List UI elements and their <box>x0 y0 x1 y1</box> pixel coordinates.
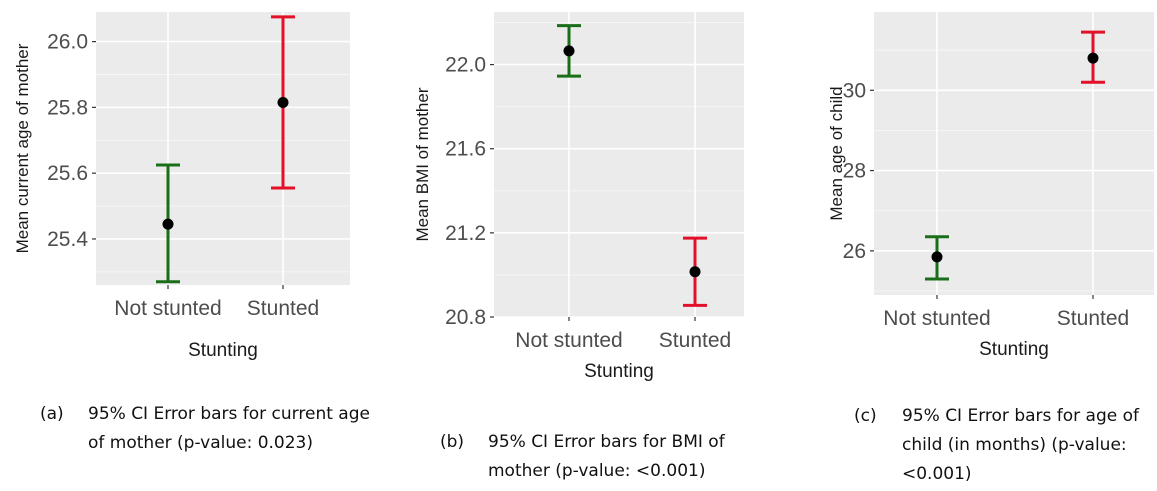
mean-point <box>689 266 701 278</box>
mean-point <box>1087 52 1099 64</box>
y-tick-label: 30 <box>843 79 866 102</box>
x-axis-title: Stunting <box>188 340 258 361</box>
y-tick-label: 26 <box>843 240 866 263</box>
x-tick-label: Stunted <box>247 297 319 320</box>
error-bar-not-stunted <box>557 24 581 78</box>
plot-background <box>494 12 744 317</box>
y-tick-label: 25.8 <box>47 96 88 119</box>
mean-point <box>277 96 289 108</box>
x-tick-label: Not stunted <box>883 307 990 330</box>
caption-a-letter: (a) <box>40 404 64 424</box>
x-axis-title: Stunting <box>979 339 1049 360</box>
y-tick-label: 20.8 <box>445 306 486 329</box>
error-bar-not-stunted <box>925 235 949 281</box>
y-tick-label: 25.4 <box>47 228 88 251</box>
y-tick-label: 21.6 <box>445 138 486 161</box>
mean-point <box>162 218 174 230</box>
x-tick-label: Stunted <box>659 329 731 352</box>
y-tick-label: 22.0 <box>445 54 486 77</box>
y-axis-title: Mean current age of mother <box>13 43 32 253</box>
mean-point <box>563 45 575 57</box>
y-tick-label: 28 <box>843 160 866 183</box>
chart-panel-c: 26 28 30 Not stunted Stunted Stunting Mean age… <box>827 12 1154 360</box>
caption-c: (c) 95% CI Error bars for age of child (… <box>854 402 1154 489</box>
y-tick-label: 26.0 <box>47 31 88 54</box>
caption-c-text: 95% CI Error bars for age of child (in m… <box>902 406 1140 484</box>
y-axis-title: Mean age of child <box>827 86 846 220</box>
x-tick-label: Not stunted <box>515 329 622 352</box>
chart-panel-b: 20.8 21.2 21.6 22.0 Not stunted StuntedStunti… <box>413 12 744 382</box>
y-axis-title: Mean BMI of mother <box>413 87 432 241</box>
error-bar-stunted <box>271 15 295 190</box>
x-tick-label: Stunted <box>1057 307 1129 330</box>
error-bar-not-stunted <box>156 163 180 284</box>
caption-b-text: 95% CI Error bars for BMI of mother (p-v… <box>488 432 725 481</box>
chart-panel-a: 25.4 25.6 25.8 26.0 Not stunted Stunted Stunti… <box>13 12 350 361</box>
y-tick-label: 21.2 <box>445 222 486 245</box>
plot-background <box>96 12 350 285</box>
error-bar-stunted <box>683 236 707 307</box>
mean-point <box>931 251 943 263</box>
x-axis-title: Stunting <box>584 361 654 382</box>
caption-b: (b) 95% CI Error bars for BMI of mother … <box>440 428 770 486</box>
caption-a-text: 95% CI Error bars for current age of mot… <box>88 404 370 453</box>
caption-c-letter: (c) <box>854 406 877 426</box>
x-tick-label: Not stunted <box>114 297 221 320</box>
y-tick-label: 25.6 <box>47 162 88 185</box>
caption-a: (a) 95% CI Error bars for current age of… <box>40 400 370 458</box>
caption-b-letter: (b) <box>440 432 465 452</box>
error-bar-stunted <box>1081 30 1105 84</box>
plot-background <box>874 12 1154 295</box>
